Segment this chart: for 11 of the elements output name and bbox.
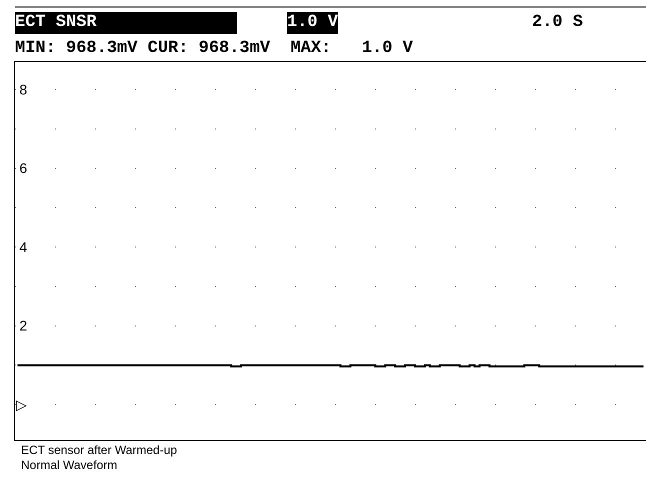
text: 2.0 S <box>532 12 584 34</box>
y-tick-label: 8 <box>19 81 28 98</box>
y-tick-label: 6 <box>19 160 28 176</box>
text: Normal Waveform <box>21 458 118 473</box>
text: ECT sensor after Warmed-up <box>21 443 178 458</box>
y-tick-label: 2 <box>19 318 28 334</box>
text: MIN: 968.3mV CUR: 968.3mV MAX: 1.0 V <box>15 38 413 60</box>
y-tick-label: ▷ <box>16 396 28 412</box>
y-tick-label: 4 <box>19 238 28 255</box>
chart-subtitle: 1.0 V <box>287 12 338 34</box>
chart-title: ECT SNSR <box>15 12 237 34</box>
